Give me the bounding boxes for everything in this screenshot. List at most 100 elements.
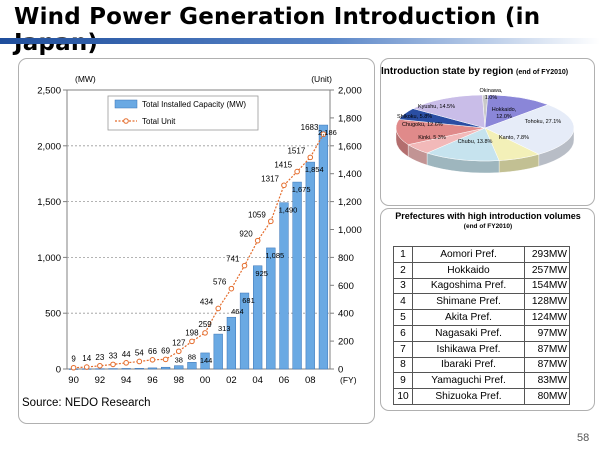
table-volume-cell: 257MW xyxy=(524,261,570,279)
table-prefecture-cell: Nagasaki Pref. xyxy=(412,324,525,342)
units-point xyxy=(281,182,287,189)
table-volume-cell: 87MW xyxy=(524,340,570,358)
x-tick-label: 90 xyxy=(68,375,79,386)
units-data-label: 259 xyxy=(198,320,212,329)
capacity-data-label: 38 xyxy=(175,356,183,365)
y-right-tick-label: 0 xyxy=(338,365,343,376)
table-volume-cell: 124MW xyxy=(524,309,570,326)
table-prefecture-cell: Ishikawa Pref. xyxy=(412,340,525,358)
capacity-data-label: 144 xyxy=(200,356,213,365)
source-note: Source: NEDO Research xyxy=(22,397,151,409)
capacity-bar xyxy=(108,368,118,370)
pie-slice xyxy=(395,119,486,145)
units-data-label: 66 xyxy=(148,347,157,356)
table-volume-cell: 80MW xyxy=(524,388,570,405)
units-data-label: 741 xyxy=(226,255,240,264)
capacity-bar xyxy=(95,368,105,370)
units-data-label: 127 xyxy=(172,338,186,347)
capacity-data-label: 1,854 xyxy=(305,165,324,174)
pie-slice-label: Kyushu, 14.5% xyxy=(418,104,455,110)
legend-capacity-swatch xyxy=(114,99,138,109)
units-data-label: 1317 xyxy=(261,174,279,183)
capacity-data-label: 2,186 xyxy=(318,128,337,137)
capacity-bar xyxy=(292,181,302,370)
pie-slice-label: Kinki, 5.3% xyxy=(418,135,446,141)
table-rank-cell: 1 xyxy=(393,246,413,263)
capacity-data-label: 1,675 xyxy=(292,185,311,194)
prefecture-table: 1 Aomori Pref. 293MW 2 Hokkaido 257MW 3 Kagoshi… xyxy=(393,246,570,405)
pie-slice xyxy=(484,94,549,129)
region-chart-title-note: (end of FY2010) xyxy=(516,69,569,76)
units-data-label: 69 xyxy=(161,346,170,355)
table-row: 4 Shimane Pref. 128MW xyxy=(393,293,570,311)
table-rank-cell: 2 xyxy=(393,261,413,279)
capacity-data-label: 925 xyxy=(255,269,268,278)
y-left-tick-label: 0 xyxy=(56,365,61,376)
capacity-bar xyxy=(305,161,315,370)
legend-capacity-label: Total Installed Capacity (MW) xyxy=(142,100,246,109)
table-rank-cell: 9 xyxy=(393,372,413,390)
units-data-label: 44 xyxy=(122,350,131,359)
pie-slice-label: Tohoku, 27.1% xyxy=(525,119,561,125)
table-volume-cell: 154MW xyxy=(524,277,570,295)
capacity-data-label: 313 xyxy=(218,324,231,333)
table-rank-cell: 7 xyxy=(393,340,413,358)
table-volume-cell: 97MW xyxy=(524,324,570,342)
chart-legend: Total Installed Capacity (MW) Total Unit xyxy=(107,95,259,131)
table-prefecture-cell: Shizuoka Pref. xyxy=(412,388,525,405)
table-rank-cell: 10 xyxy=(393,388,413,405)
capacity-bar xyxy=(279,202,289,370)
legend-units-label: Total Unit xyxy=(142,117,176,126)
x-tick-label: 04 xyxy=(252,375,263,386)
units-point xyxy=(241,262,248,269)
units-data-label: 1683 xyxy=(301,123,319,132)
capacity-bar xyxy=(318,124,329,370)
y-left-tick-label: 1,500 xyxy=(37,197,61,208)
units-data-label: 434 xyxy=(200,297,214,306)
pie-slice-percent: 1.0% xyxy=(485,95,498,101)
units-line xyxy=(73,133,324,369)
units-data-label: 1415 xyxy=(274,161,292,170)
y-left-tick-label: 2,500 xyxy=(37,86,61,97)
capacity-data-label: 464 xyxy=(231,307,244,316)
table-volume-cell: 128MW xyxy=(524,293,570,311)
units-data-label: 23 xyxy=(95,353,104,362)
table-row: 2 Hokkaido 257MW xyxy=(393,261,570,279)
x-tick-label: 06 xyxy=(279,375,290,386)
table-row: 9 Yamaguchi Pref. 83MW xyxy=(393,372,570,390)
y-right-tick-label: 1,000 xyxy=(338,225,362,236)
units-point xyxy=(162,356,169,363)
units-point xyxy=(149,356,156,363)
y-right-tick-label: 200 xyxy=(338,337,354,348)
prefecture-table-title: Prefectures with high introduction volum… xyxy=(395,211,581,221)
units-point xyxy=(110,361,116,368)
table-row: 10 Shizuoka Pref. 80MW xyxy=(393,388,570,405)
units-data-label: 198 xyxy=(185,328,199,337)
units-data-label: 920 xyxy=(239,230,253,239)
table-volume-cell: 87MW xyxy=(524,356,570,374)
y-left-tick-label: 1,000 xyxy=(37,253,61,264)
units-point xyxy=(254,237,261,244)
units-point xyxy=(189,338,195,345)
region-chart-title-text: Introduction state by region xyxy=(381,66,514,77)
table-row: 6 Nagasaki Pref. 97MW xyxy=(393,324,570,342)
capacity-bar xyxy=(147,367,158,370)
pie-slice-label: Shikoku, 5.8% xyxy=(397,114,432,120)
capacity-data-label: 681 xyxy=(242,296,255,305)
table-prefecture-cell: Aomori Pref. xyxy=(412,246,525,263)
units-point xyxy=(307,154,314,161)
legend-units-marker xyxy=(123,118,129,124)
title-rule xyxy=(0,38,600,44)
pie-slice xyxy=(412,94,486,129)
x-tick-label: 94 xyxy=(121,375,132,386)
pie-slice-label: Hokkaido, xyxy=(492,107,517,113)
pie-slice-label: Chugoku, 12.6% xyxy=(402,122,443,128)
units-point xyxy=(136,358,143,365)
capacity-bar xyxy=(161,366,171,370)
capacity-bar xyxy=(121,368,131,370)
table-rank-cell: 3 xyxy=(393,277,413,295)
pie-slice xyxy=(426,127,500,162)
units-data-label: 1059 xyxy=(248,210,266,219)
units-data-label: 576 xyxy=(213,278,227,287)
